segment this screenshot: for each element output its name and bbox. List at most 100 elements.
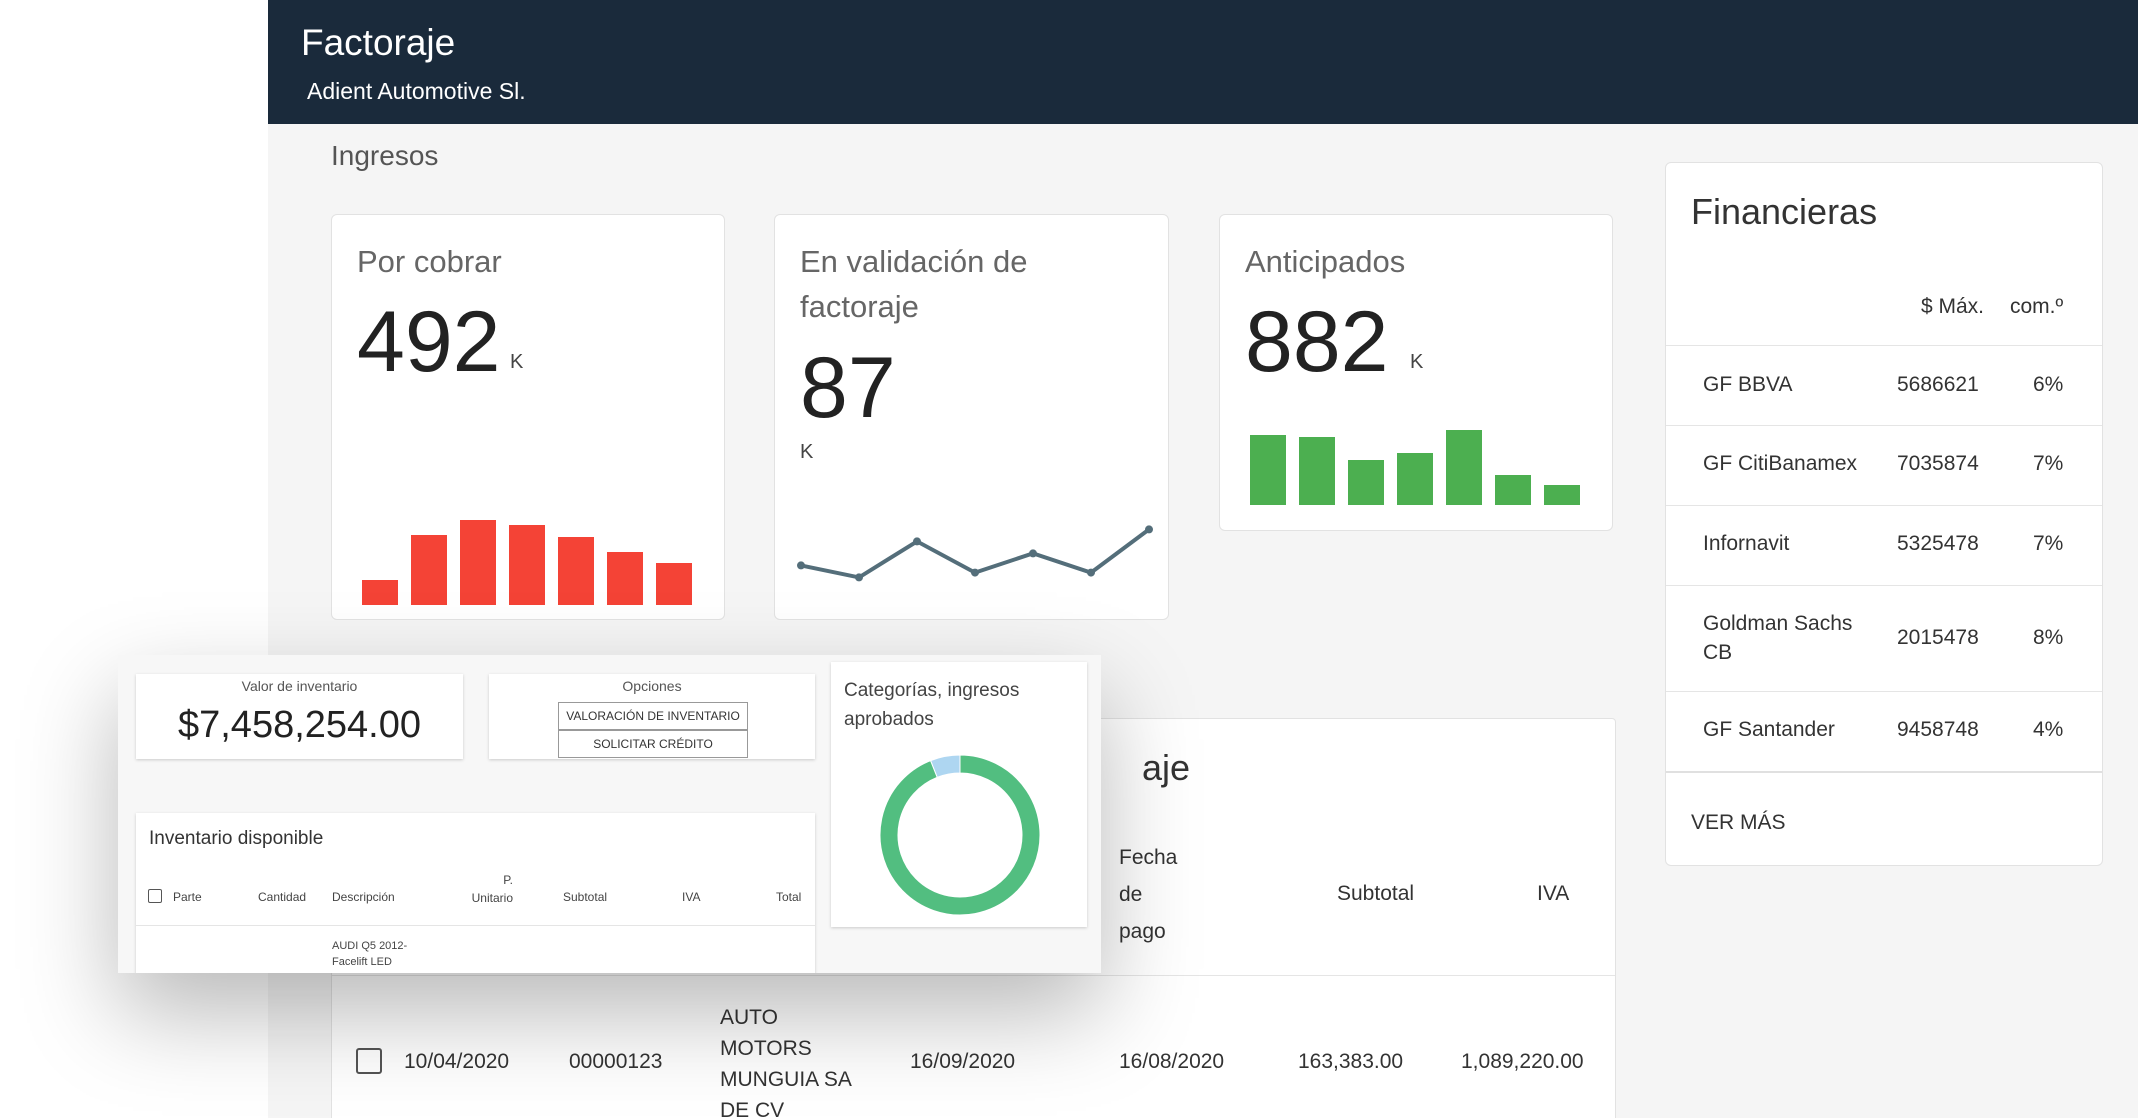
financieras-divider (1666, 771, 2102, 773)
financiera-row[interactable]: GF Santander 9458748 4% (1666, 691, 2102, 771)
cell-fecha: 10/04/2020 (404, 1050, 510, 1073)
col-header-line: pago (1119, 920, 1166, 943)
inventory-overlay: Valor de inventario $7,458,254.00 Opcion… (118, 655, 1101, 973)
donut-slice-principal (879, 754, 1041, 916)
col-header-subtotal: Subtotal (563, 890, 608, 904)
cell-iva: 1,089,220.00 (1461, 1050, 1584, 1073)
line-point (1029, 549, 1037, 558)
bar (460, 520, 496, 605)
ver-mas-link[interactable]: VER MÁS (1691, 811, 1786, 834)
cell-fecha-vencimiento: 16/09/2020 (910, 1050, 1016, 1073)
top-bar: Factoraje Adient Automotive Sl. (268, 0, 2138, 124)
col-header-line: Unitario (471, 891, 513, 905)
financiera-com: 7% (2033, 452, 2064, 475)
categorias-title-line: aprobados (844, 709, 934, 730)
select-all-checkbox[interactable] (148, 889, 162, 903)
bar (1397, 453, 1433, 505)
cell-line: AUDI Q5 2012- (332, 940, 408, 952)
financiera-name: GF Santander (1703, 718, 1835, 741)
col-header-line: de (1119, 883, 1143, 906)
inventario-value: $7,458,254.00 (177, 704, 421, 746)
card-value: 87 (800, 340, 896, 436)
bar (558, 537, 594, 605)
financiera-max: 5325478 (1897, 532, 1979, 555)
valoracion-inventario-button[interactable]: VALORACIÓN DE INVENTARIO (558, 702, 748, 730)
card-opciones: Opciones VALORACIÓN DE INVENTARIO SOLICI… (489, 674, 815, 759)
cell-fecha-pago: 16/08/2020 (1119, 1050, 1225, 1073)
inventario-disponible-title: Inventario disponible (149, 828, 324, 849)
bar-chart-anticipados (1250, 405, 1580, 505)
bar (1348, 460, 1384, 505)
cell-line: MOTORS (720, 1037, 812, 1060)
line-point (1087, 568, 1095, 577)
card-label-line-2: factoraje (800, 289, 919, 324)
card-label: Por cobrar (357, 244, 502, 279)
financiera-name: GF BBVA (1703, 373, 1793, 396)
col-header-parte: Parte (173, 890, 202, 904)
solicitar-credito-button[interactable]: SOLICITAR CRÉDITO (558, 730, 748, 758)
inventario-caption: Valor de inventario (241, 678, 358, 694)
inventario-disponible-table: Inventario disponible Parte Cantidad Des… (136, 813, 815, 973)
bar (607, 552, 643, 605)
card-categorias: Categorías, ingresos aprobados (831, 662, 1087, 927)
line-point (1145, 525, 1153, 534)
col-header-descripcion: Descripción (332, 890, 395, 904)
bar (411, 535, 447, 605)
bar-chart-por-cobrar (362, 505, 692, 605)
bar (1544, 485, 1580, 505)
card-label-line-1: En validación de (800, 244, 1028, 279)
bar (362, 580, 398, 605)
col-header-total: Total (776, 890, 802, 904)
financiera-max: 9458748 (1897, 718, 1979, 741)
card-en-validacion[interactable]: En validación de factoraje 87 K (774, 214, 1169, 620)
bar (1299, 437, 1335, 505)
table-title-fragment: aje (1142, 747, 1191, 788)
col-header-subtotal: Subtotal (1337, 882, 1415, 905)
line-chart-validacion (797, 525, 1153, 582)
card-value: 882 (1245, 294, 1389, 390)
col-header-fecha-pago: Fecha de pago (1119, 839, 1177, 950)
bar (1446, 430, 1482, 505)
financiera-name: Infornavit (1703, 532, 1790, 555)
financiera-name: GF CitiBanamex (1703, 452, 1858, 475)
financiera-com: 7% (2033, 532, 2064, 555)
col-header-com: com.º (2010, 295, 2064, 318)
col-header-max: $ Máx. (1921, 295, 1985, 318)
card-value: 492 (357, 294, 501, 390)
card-unit: K (800, 441, 814, 463)
financiera-row[interactable]: Infornavit 5325478 7% (1666, 505, 2102, 585)
bar (1250, 435, 1286, 505)
header-divider (332, 975, 1615, 976)
financiera-row[interactable]: GF CitiBanamex 7035874 7% (1666, 425, 2102, 505)
col-header-p-unitario: P. Unitario (463, 871, 513, 907)
cell-line: AUTO (720, 1006, 778, 1029)
cell-cliente: AUTO MOTORS MUNGUIA SA DE CV (720, 1002, 852, 1118)
line-point (855, 573, 863, 582)
financiera-com: 4% (2033, 718, 2064, 741)
financieras-title: Financieras (1691, 191, 1878, 232)
cell-subtotal: 163,383.00 (1298, 1050, 1404, 1073)
header-divider (136, 925, 815, 926)
financieras-panel: Financieras $ Máx. com.º GF BBVA 5686621… (1665, 162, 2103, 866)
line-point (913, 537, 921, 546)
card-label: Anticipados (1245, 244, 1406, 279)
cell-folio: 00000123 (569, 1050, 663, 1073)
card-por-cobrar[interactable]: Por cobrar 492 K (331, 214, 725, 620)
col-header-iva: IVA (1537, 882, 1570, 905)
financiera-name-line-2: CB (1703, 641, 1733, 664)
company-name: Adient Automotive Sl. (307, 78, 526, 104)
col-header-line: Fecha (1119, 846, 1178, 869)
page-title: Factoraje (301, 22, 456, 63)
financiera-max: 5686621 (1897, 373, 1979, 396)
financiera-com: 8% (2033, 626, 2064, 649)
financiera-row[interactable]: Goldman Sachs CB 2015478 8% (1666, 585, 2102, 691)
card-anticipados[interactable]: Anticipados 882 K (1219, 214, 1613, 531)
line-point (971, 568, 979, 577)
section-title: Ingresos (331, 140, 439, 171)
categorias-title-line: Categorías, ingresos (844, 680, 1020, 701)
financiera-row[interactable]: GF BBVA 5686621 6% (1666, 345, 2102, 425)
row-checkbox[interactable] (356, 1048, 382, 1074)
bar (509, 525, 545, 605)
financiera-name-line-1: Goldman Sachs (1703, 612, 1853, 635)
bar (1495, 475, 1531, 505)
